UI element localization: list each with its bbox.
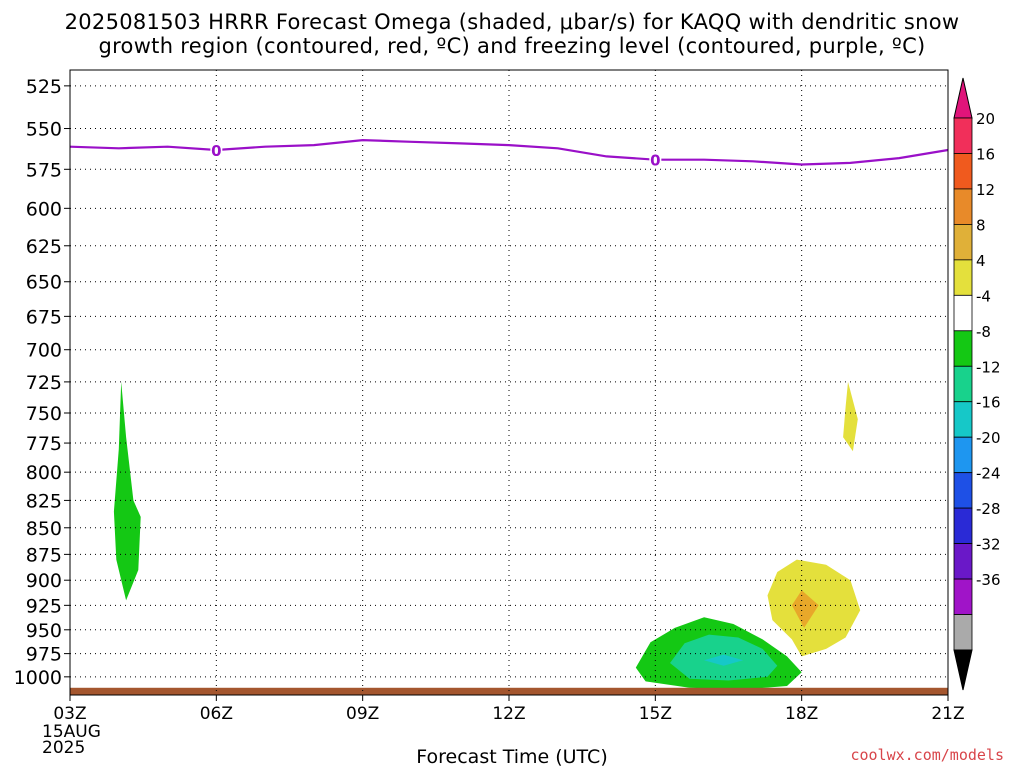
y-tick-label: 725 [26, 372, 62, 394]
y-tick-label: 975 [26, 644, 62, 666]
y-tick-label: 525 [26, 76, 62, 98]
colorbar-label: -8 [976, 323, 991, 341]
colorbar-label: 20 [976, 110, 995, 128]
omega-region-descent-19z-small [843, 381, 858, 452]
y-tick-label: 675 [26, 306, 62, 328]
contour-label-bg [649, 151, 662, 168]
y-tick-label: 600 [26, 198, 62, 220]
colorbar-band [953, 153, 973, 190]
y-tick-label: 1000 [14, 667, 62, 689]
colorbar-label: -32 [976, 536, 1001, 554]
colorbar-top-arrow [953, 77, 973, 119]
colorbar-band [953, 507, 973, 544]
colorbar-band [953, 365, 973, 403]
freezing-level-contour-label: 0 [650, 152, 660, 170]
x-tick-label: 12Z [492, 704, 525, 724]
colorbar-label: 16 [976, 145, 995, 163]
y-tick-label: 875 [26, 544, 62, 566]
colorbar-label: -12 [976, 358, 1001, 376]
colorbar-band [953, 223, 973, 261]
y-tick-label: 650 [26, 272, 62, 294]
freezing-level-contour-layer: 00 [69, 138, 949, 170]
y-tick-label: 775 [26, 433, 62, 455]
omega-region-ascent-16z-core [704, 654, 744, 666]
x-tick-label: 15Z [639, 704, 672, 724]
x-date-label: 2025 [42, 738, 85, 758]
colorbar-band [953, 472, 973, 509]
y-tick-label: 800 [26, 462, 62, 484]
y-tick-label: 850 [26, 518, 62, 540]
colorbar-band [953, 543, 973, 580]
colorbar-band [953, 401, 973, 438]
omega-region-descent-18z-core [791, 590, 819, 628]
chart-title-line-1: 2025081503 HRRR Forecast Omega (shaded, … [64, 10, 960, 34]
colorbar-label: 12 [976, 181, 995, 199]
x-tick-label: 06Z [200, 704, 233, 724]
y-tick-label: 575 [26, 159, 62, 181]
y-tick-label: 825 [26, 490, 62, 512]
x-tick-label: 09Z [346, 704, 379, 724]
x-tick-label: 21Z [931, 704, 964, 724]
colorbar-label: 8 [976, 216, 986, 234]
y-tick-label: 700 [26, 340, 62, 362]
y-axis: 525 550 575 600 625 650 675 700 725 750 775 800 825 8… [14, 76, 70, 689]
freezing-level-contour-label: 0 [211, 142, 221, 160]
y-tick-label: 625 [26, 236, 62, 258]
colorbar-band [953, 330, 973, 367]
x-tick-label: 18Z [785, 704, 818, 724]
y-tick-label: 925 [26, 595, 62, 617]
colorbar-label: -20 [976, 429, 1001, 447]
colorbar-band [953, 117, 973, 154]
y-tick-label: 900 [26, 570, 62, 592]
colorbar-label: -4 [976, 287, 991, 305]
colorbar-band [953, 578, 973, 615]
chart-title-line-2: growth region (contoured, red, ºC) and f… [98, 34, 926, 58]
omega-shading-layer [113, 381, 861, 690]
x-date-label: 15AUG [42, 722, 101, 742]
contour-label-bg [210, 141, 223, 158]
terrain-band [70, 687, 948, 695]
colorbar-bottom-arrow [953, 649, 973, 691]
colorbar-band [953, 259, 973, 296]
colorbar-band [953, 436, 973, 474]
y-tick-label: 950 [26, 620, 62, 642]
colorbar-band [953, 188, 973, 225]
omega-colorbar: 20 16 12 8 4 -4 -8 -12 -16 -20 -24 -28 -32 -36 [953, 77, 1001, 691]
colorbar-band [953, 614, 973, 651]
y-tick-label: 550 [26, 119, 62, 141]
omega-region-ascent-early-04z [113, 381, 141, 601]
x-tick-label: 03Z [53, 704, 86, 724]
colorbar-label: -24 [976, 465, 1001, 483]
colorbar-band [953, 294, 973, 332]
colorbar-label: 4 [976, 252, 986, 270]
y-tick-label: 750 [26, 403, 62, 425]
terrain-layer [70, 687, 948, 695]
credit-link[interactable]: coolwx.com/models [850, 746, 1004, 764]
colorbar-label: -16 [976, 394, 1001, 412]
x-axis-label: Forecast Time (UTC) [416, 746, 608, 768]
colorbar-label: -28 [976, 500, 1001, 518]
colorbar-label: -36 [976, 571, 1001, 589]
